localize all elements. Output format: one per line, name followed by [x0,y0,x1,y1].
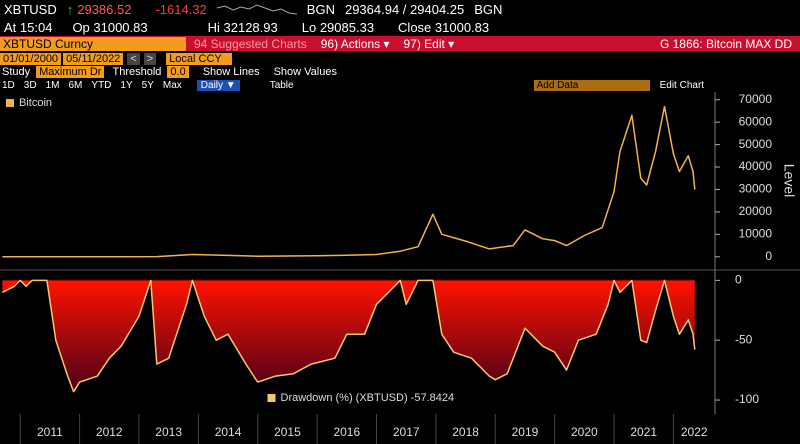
period-button[interactable]: 1M [45,79,60,91]
source: BGN [306,1,335,17]
quote-row: XBTUSD ↑ 29386.52 -1614.32 BGN 29364.94 … [0,0,800,18]
y-tick-label: 30000 [739,182,773,196]
frequency[interactable]: Daily ▼ [196,79,240,91]
y-tick-label: 0 [765,249,772,263]
legend-box [3,95,71,111]
high: Hi 32128.93 [207,19,278,35]
x-tick-label: 2017 [393,425,420,439]
x-tick-label: 2019 [512,425,539,439]
period-button[interactable]: Max [162,79,182,91]
show-lines[interactable]: Show Lines [202,65,260,78]
x-tick-label: 2013 [155,425,182,439]
x-tick-label: 2015 [274,425,301,439]
study-field[interactable]: Maximum Dr [36,65,105,78]
legend-swatch [267,394,276,402]
x-tick-label: 2022 [681,425,708,439]
period-button[interactable]: YTD [91,79,112,91]
actions-menu[interactable]: 96) Actions ▾ [320,36,390,51]
start-date[interactable]: 01/01/2000 [0,52,62,65]
area-fill [2,280,695,392]
end-date[interactable]: 05/11/2022 [63,52,124,65]
period-button[interactable]: 1D [2,79,15,91]
up-arrow: ↑ [66,1,74,17]
x-tick-label: 2014 [215,425,242,439]
y-tick-label: -100 [735,392,759,406]
close: Close 31000.83 [398,19,490,35]
x-tick-label: 2012 [96,425,123,439]
last-price: 29386.52 [77,1,132,17]
y-tick-label: 40000 [739,159,773,173]
x-tick-label: 2016 [333,425,360,439]
add-data[interactable]: Add Data [533,79,650,91]
currency-field[interactable]: Local CCY [166,52,233,65]
change: -1614.32 [155,1,207,17]
toolbar: XBTUSD Curncy 94 Suggested Charts 96) Ac… [0,36,800,51]
y-tick-label: 70000 [739,92,773,106]
study-label: Study [2,65,31,78]
chart: 0 10000 20000 30000 40000 50000 60000 70000 Leve… [0,92,800,444]
legend-label: Bitcoin [19,97,52,109]
open: Op 31000.83 [72,19,148,35]
legend-swatch [6,99,14,107]
y-tick-label: -50 [735,332,753,346]
ohlc-row: At 15:04 Op 31000.83 Hi 32128.93 Lo 2908… [0,18,800,36]
threshold-field[interactable]: 0.0 [167,65,189,78]
x-tick-label: 2021 [630,425,657,439]
period-button[interactable]: 3D [23,79,37,91]
threshold-label: Threshold [112,65,162,78]
prev-button[interactable]: < [127,52,140,65]
ticker: XBTUSD [4,1,57,17]
table-button[interactable]: Table [269,79,294,91]
y-axis-label: Level [781,164,797,197]
period-button[interactable]: 1Y [120,79,133,91]
price-line [2,105,696,258]
show-values[interactable]: Show Values [273,65,337,78]
y-tick-label: 0 [735,273,742,287]
time: At 15:04 [4,19,53,35]
suggested-charts[interactable]: 94 Suggested Charts [194,36,307,51]
period-buttons: 1D 3D 1M 6M YTD 1Y 5Y Max [0,80,191,91]
period-button[interactable]: 6M [68,79,83,91]
low: Lo 29085.33 [301,19,375,35]
controls-row: 1D 3D 1M 6M YTD 1Y 5Y Max Daily ▼ Table Add Dat… [0,78,800,92]
y-tick-label: 20000 [739,204,773,218]
y-tick-label: 60000 [739,114,773,128]
legend-box [264,390,482,406]
x-tick-label: 2020 [571,425,598,439]
range-row: 01/01/2000 05/11/2022 < > Local CCY [0,52,800,65]
period-button[interactable]: 5Y [141,79,154,91]
next-button[interactable]: > [143,52,157,65]
security-field[interactable]: XBTUSD Curncy [0,36,186,51]
y-tick-label: 50000 [739,137,773,151]
sparkline [216,4,297,15]
x-tick-label: 2018 [452,425,479,439]
legend-label: Drawdown (%) (XBTUSD) -57.8424 [281,392,455,404]
edit-chart[interactable]: Edit Chart [659,79,705,91]
bid-ask: 29364.94 / 29404.25 [344,1,465,17]
y-tick-label: 10000 [739,227,773,241]
x-tick-label: 2011 [37,425,63,439]
source: BGN [474,1,503,17]
study-row: Study Maximum Dr Threshold 0.0 Show Line… [0,65,800,78]
area-line [2,279,696,393]
chart-name: G 1866: Bitcoin MAX DD [659,36,792,51]
edit-menu[interactable]: 97) Edit ▾ [403,36,455,51]
